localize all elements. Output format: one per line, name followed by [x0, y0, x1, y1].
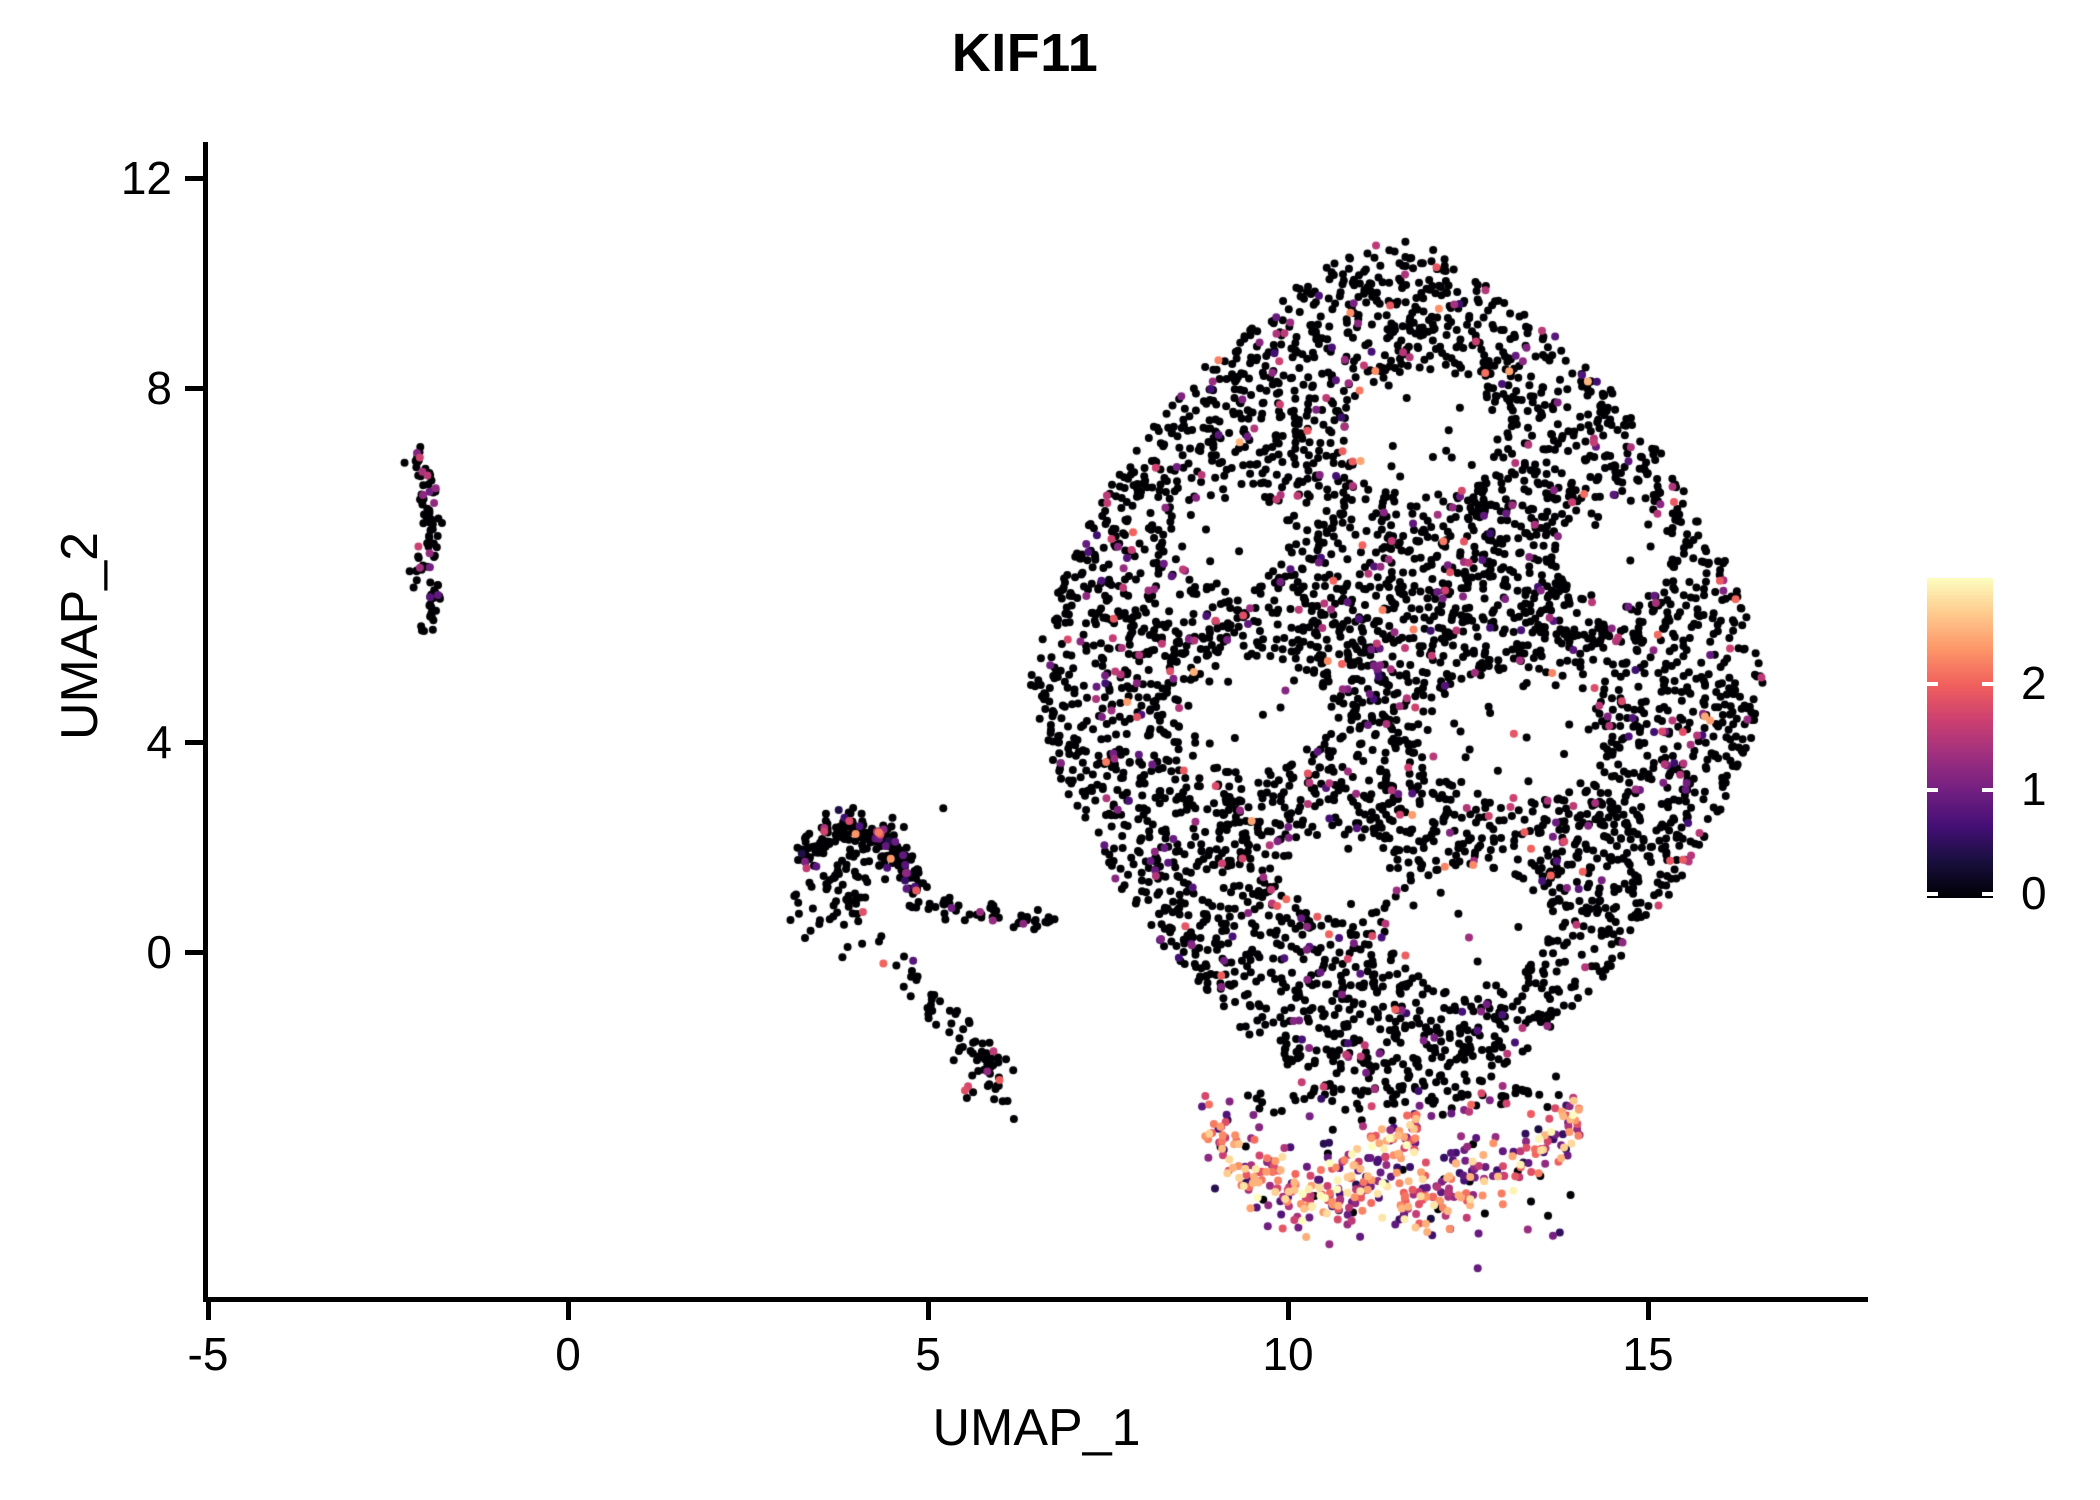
scatter-plot-canvas [205, 130, 1868, 1300]
colorbar-tick [1982, 682, 1993, 686]
x-axis-line [203, 1297, 1868, 1302]
x-axis-tick [926, 1302, 931, 1320]
y-axis-tick [185, 740, 203, 745]
colorbar-tick [1927, 682, 1938, 686]
x-axis-tick [1646, 1302, 1651, 1320]
x-axis-tick-label: -5 [187, 1328, 229, 1380]
x-axis-tick-label: 0 [555, 1328, 581, 1380]
colorbar-tick-label: 1 [2021, 763, 2047, 815]
x-axis-tick [566, 1302, 571, 1320]
x-axis-tick [1286, 1302, 1291, 1320]
y-axis-tick [185, 950, 203, 955]
y-axis-tick [185, 386, 203, 391]
colorbar-tick-label: 2 [2021, 657, 2047, 709]
colorbar-tick-label: 0 [2021, 867, 2047, 919]
colorbar-tick [1927, 788, 1938, 792]
y-axis-tick-label-wrap: 0 [72, 929, 172, 975]
y-axis-tick-label: 4 [146, 716, 172, 768]
y-axis-tick-label-wrap: 4 [72, 719, 172, 765]
x-axis-tick-label: 5 [915, 1328, 941, 1380]
x-axis-title: UMAP_1 [932, 1399, 1141, 1457]
y-axis-tick-label: 8 [146, 362, 172, 414]
y-axis-tick-label: 12 [120, 152, 172, 204]
y-axis-tick-label-wrap: 8 [72, 365, 172, 411]
colorbar [1927, 578, 1993, 898]
colorbar-tick [1927, 892, 1938, 896]
colorbar-tick [1982, 892, 1993, 896]
colorbar-tick [1982, 788, 1993, 792]
y-axis-tick [185, 176, 203, 181]
y-axis-line [203, 142, 208, 1302]
page-title: KIF11 [951, 23, 1099, 83]
x-axis-tick [206, 1302, 211, 1320]
x-axis-tick-label: 10 [1262, 1328, 1314, 1380]
y-axis-tick-label: 0 [146, 926, 172, 978]
x-axis-tick-label: 15 [1622, 1328, 1674, 1380]
y-axis-tick-label-wrap: 12 [72, 155, 172, 201]
y-axis-title: UMAP_2 [51, 531, 109, 741]
